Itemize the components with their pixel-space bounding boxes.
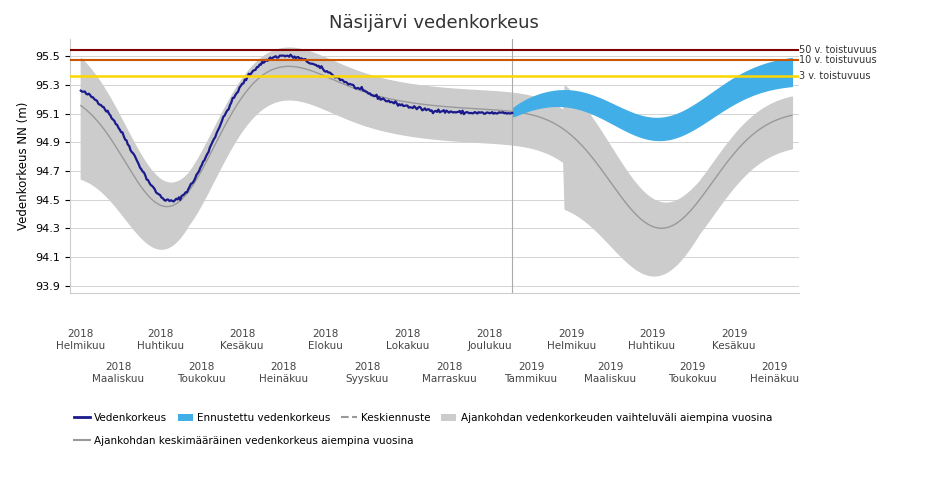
Text: 2019
Maaliskuu: 2019 Maaliskuu [585, 362, 636, 384]
Text: 2019
Kesäkuu: 2019 Kesäkuu [713, 329, 756, 350]
Text: 2019
Tammikuu: 2019 Tammikuu [504, 362, 558, 384]
Text: 2018
Lokakuu: 2018 Lokakuu [386, 329, 429, 350]
Text: 3 v. toistuvuus: 3 v. toistuvuus [800, 71, 870, 81]
Title: Näsijärvi vedenkorkeus: Näsijärvi vedenkorkeus [330, 14, 539, 32]
Text: 2018
Marraskuu: 2018 Marraskuu [422, 362, 476, 384]
Text: 2018
Kesäkuu: 2018 Kesäkuu [220, 329, 263, 350]
Text: 2019
Heinäkuu: 2019 Heinäkuu [750, 362, 799, 384]
Text: 50 v. toistuvuus: 50 v. toistuvuus [800, 45, 877, 55]
Text: 2018
Joulukuu: 2018 Joulukuu [467, 329, 512, 350]
Text: 2018
Syyskuu: 2018 Syyskuu [346, 362, 389, 384]
Text: 2018
Maaliskuu: 2018 Maaliskuu [92, 362, 145, 384]
Text: 2018
Elokuu: 2018 Elokuu [308, 329, 343, 350]
Text: 2019
Huhtikuu: 2019 Huhtikuu [629, 329, 675, 350]
Text: 2018
Helmikuu: 2018 Helmikuu [56, 329, 106, 350]
Text: 2018
Toukokuu: 2018 Toukokuu [177, 362, 226, 384]
Text: 2019
Helmikuu: 2019 Helmikuu [546, 329, 596, 350]
Text: 2018
Heinäkuu: 2018 Heinäkuu [260, 362, 308, 384]
Text: 2018
Huhtikuu: 2018 Huhtikuu [136, 329, 184, 350]
Text: 2019
Toukokuu: 2019 Toukokuu [668, 362, 716, 384]
Text: 10 v. toistuvuus: 10 v. toistuvuus [800, 55, 877, 65]
Y-axis label: Vedenkorkeus NN (m): Vedenkorkeus NN (m) [17, 102, 30, 230]
Legend: Ajankohdan keskimääräinen vedenkorkeus aiempina vuosina: Ajankohdan keskimääräinen vedenkorkeus a… [70, 432, 417, 450]
